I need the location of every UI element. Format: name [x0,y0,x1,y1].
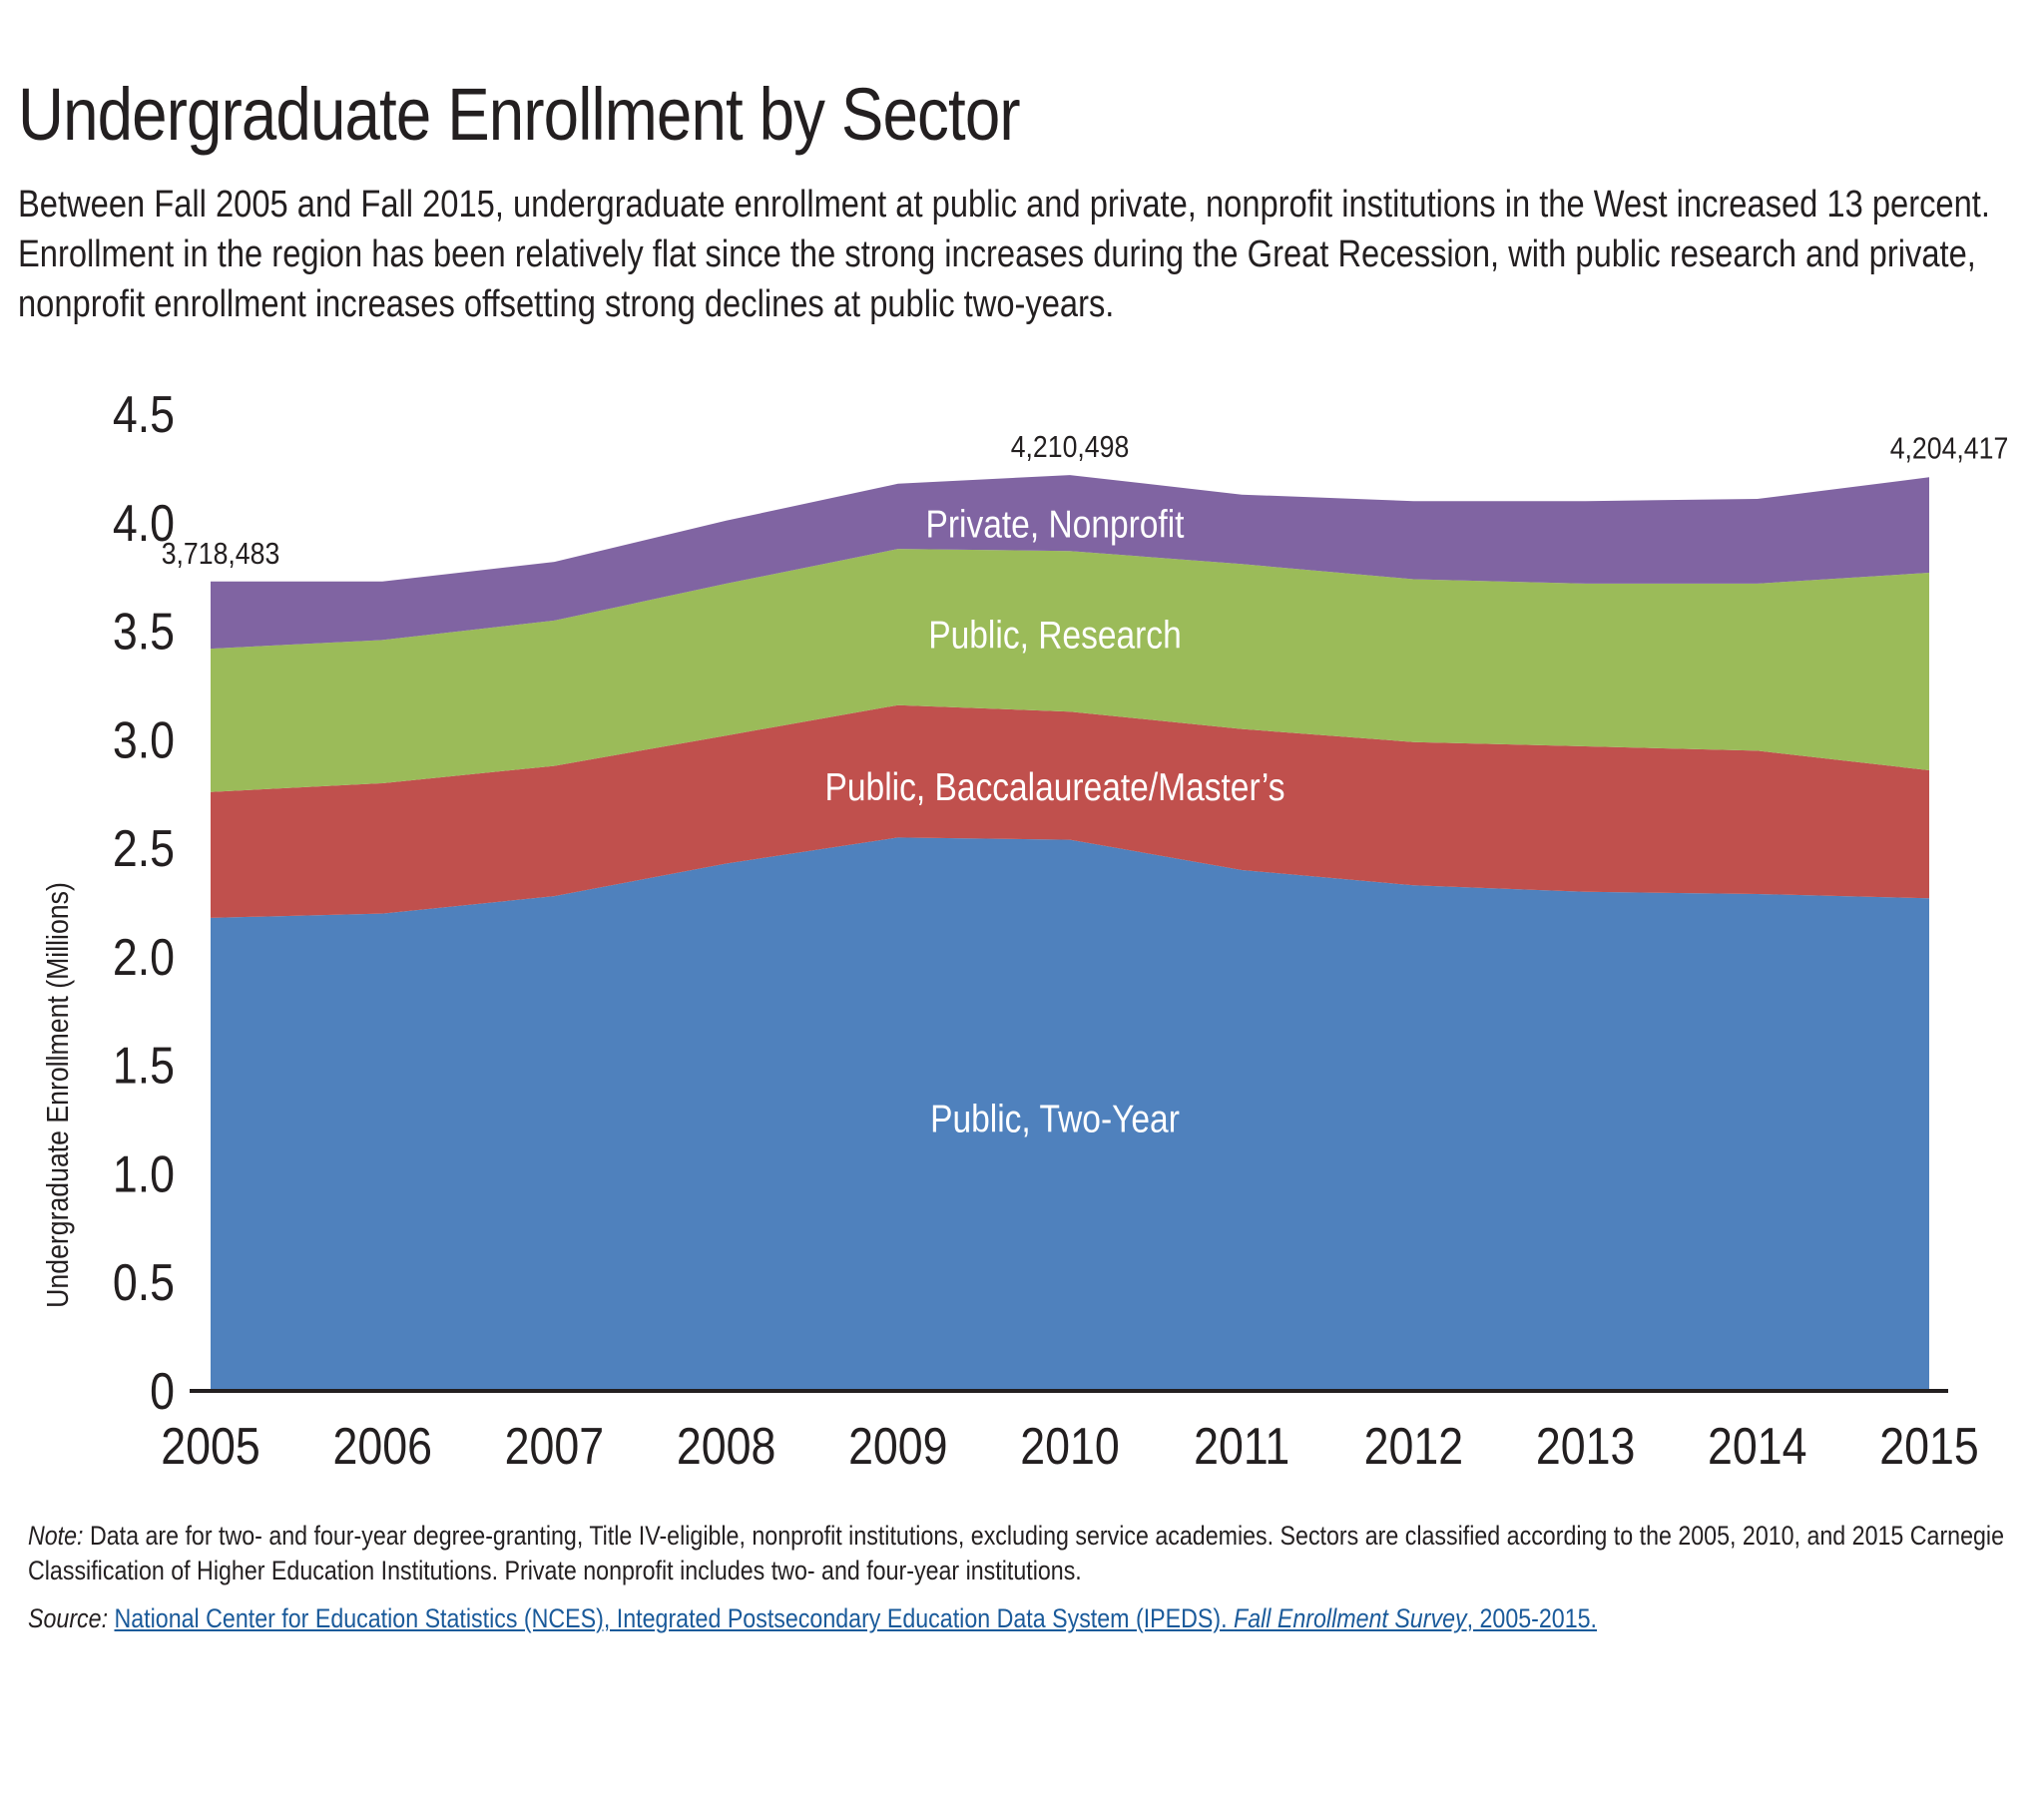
x-tick-label: 2010 [1020,1418,1119,1476]
area-public-two-year [211,837,1929,1389]
note-text: Data are for two- and four-year degree-g… [28,1521,2005,1585]
x-axis-ticks: 2005 2006 2007 2008 2009 2010 2011 2012 2013 2014… [161,1418,1978,1476]
y-tick-label: 0 [150,1363,175,1421]
y-tick-label: 1.0 [113,1145,175,1203]
x-tick-label: 2007 [505,1418,604,1476]
total-annotation-2005: 3,718,483 [162,537,280,571]
page-title: Undergraduate Enrollment by Sector [18,73,1021,156]
x-tick-label: 2008 [677,1418,775,1476]
source-label: Source: [28,1603,109,1633]
chart-note: Note: Data are for two- and four-year de… [28,1519,2028,1588]
y-axis-label: Undergraduate Enrollment (Millions) [41,882,75,1308]
x-tick-label: 2013 [1536,1418,1635,1476]
total-annotation-2015: 4,204,417 [1890,431,2009,465]
area-public-baccalaureate-master-s [211,704,1929,918]
page-subtitle: Between Fall 2005 and Fall 2015, undergr… [18,184,1990,325]
source-link[interactable]: National Center for Education Statistics… [114,1603,1597,1633]
x-tick-label: 2011 [1194,1418,1289,1476]
y-tick-label: 2.5 [113,820,175,878]
area-label-public-baccalaureate-master-s: Public, Baccalaureate/Master’s [825,764,1285,808]
y-tick-label: 3.0 [113,711,175,769]
enrollment-area-chart: Public, Two-Year Public, Baccalaureate/Ma… [41,386,2009,1476]
area-public-research [211,549,1929,792]
area-label-public-two-year: Public, Two-Year [930,1097,1180,1140]
y-tick-label: 4.0 [113,495,175,553]
area-layers [211,475,1929,1389]
total-annotations: 3,718,483 4,210,498 4,204,417 [162,430,2009,571]
area-label-public-research: Public, Research [928,613,1181,657]
x-tick-label: 2005 [161,1418,259,1476]
y-tick-label: 2.0 [113,929,175,987]
source-link-suffix: , 2005-2015. [1466,1603,1597,1633]
y-axis-ticks: 0 0.5 1.0 1.5 2.0 2.5 3.0 3.5 4.0 4.5 [113,386,175,1421]
x-tick-label: 2006 [332,1418,431,1476]
x-tick-label: 2012 [1364,1418,1463,1476]
chart-source: Source: National Center for Education St… [28,1601,1597,1636]
y-tick-label: 0.5 [113,1254,175,1312]
y-tick-label: 3.5 [113,603,175,661]
x-tick-label: 2009 [848,1418,947,1476]
total-annotation-2010: 4,210,498 [1011,430,1130,464]
note-label: Note: [28,1521,84,1551]
x-tick-label: 2014 [1708,1418,1806,1476]
y-tick-label: 4.5 [113,386,175,444]
area-private-nonprofit [211,475,1929,650]
x-tick-label: 2015 [1879,1418,1978,1476]
area-label-private-nonprofit: Private, Nonprofit [925,502,1184,546]
source-link-italic: Fall Enrollment Survey [1234,1603,1467,1633]
y-tick-label: 1.5 [113,1038,175,1096]
area-labels: Public, Two-Year Public, Baccalaureate/Ma… [825,502,1285,1140]
source-link-text: National Center for Education Statistics… [114,1603,1235,1633]
